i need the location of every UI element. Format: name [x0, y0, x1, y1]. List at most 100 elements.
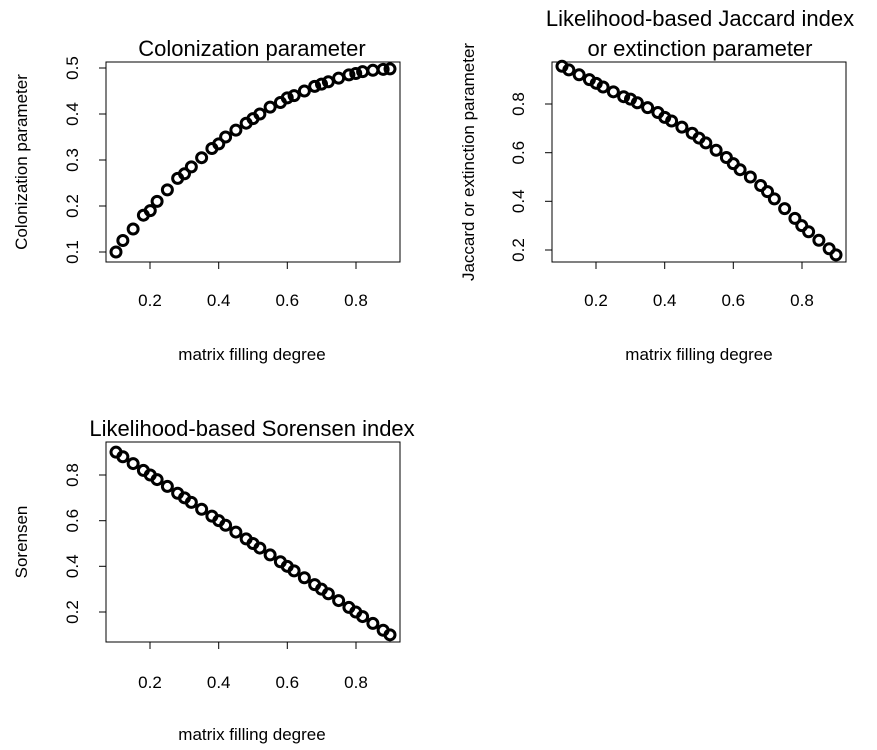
- y-tick-label: 0.4: [63, 102, 82, 126]
- x-axis-label: matrix filling degree: [178, 345, 325, 364]
- data-point: [596, 80, 610, 94]
- y-axis: 0.1 0.2 0.3 0.4 0.5: [63, 56, 107, 264]
- data-point: [263, 100, 277, 114]
- data-point: [229, 525, 243, 539]
- x-tick-label: 0.8: [344, 291, 368, 310]
- data-point: [315, 77, 328, 91]
- data-point: [184, 495, 198, 509]
- data-point: [802, 225, 816, 239]
- chart-title-line: Likelihood-based Jaccard index: [546, 6, 854, 31]
- data-point: [150, 194, 164, 208]
- data-point: [263, 548, 277, 562]
- data-point: [308, 79, 322, 93]
- x-tick-label: 0.2: [584, 291, 608, 310]
- y-axis-label: Jaccard or extinction parameter: [459, 43, 478, 281]
- data-point: [253, 107, 267, 121]
- y-tick-label: 0.2: [63, 194, 82, 218]
- y-tick-label: 0.8: [509, 92, 528, 116]
- data-point: [733, 163, 747, 177]
- x-tick-label: 0.8: [790, 291, 814, 310]
- x-axis-label: matrix filling degree: [625, 345, 772, 364]
- data-point: [743, 170, 757, 184]
- x-tick-label: 0.2: [138, 291, 162, 310]
- data-point: [376, 62, 390, 76]
- y-tick-label: 0.4: [509, 189, 528, 213]
- data-point: [195, 502, 209, 516]
- data-point: [160, 479, 174, 493]
- data-point: [143, 204, 157, 218]
- data-point: [788, 211, 802, 225]
- data-point: [829, 248, 843, 262]
- data-point: [562, 63, 576, 77]
- data-point: [332, 594, 346, 608]
- x-tick-label: 0.4: [653, 291, 677, 310]
- y-tick-label: 0.3: [63, 148, 82, 172]
- data-point: [126, 457, 140, 471]
- y-axis: 0.2 0.4 0.6 0.8: [63, 463, 107, 624]
- data-point: [383, 62, 397, 76]
- x-tick-label: 0.6: [721, 291, 745, 310]
- data-point: [160, 183, 174, 197]
- x-tick-label: 0.6: [275, 291, 299, 310]
- data-point: [349, 67, 363, 81]
- y-axis-label: Sorensen: [12, 506, 31, 579]
- panel-colonization: Colonization parameter matrix filling de…: [12, 36, 401, 364]
- y-tick-label: 0.6: [63, 509, 82, 533]
- data-point: [219, 518, 233, 532]
- data-point: [641, 101, 655, 115]
- data-point: [366, 616, 380, 630]
- data-point: [709, 143, 723, 157]
- data-point: [280, 91, 294, 105]
- panel-jaccard: Likelihood-based Jaccard index or extinc…: [459, 6, 854, 364]
- data-point: [195, 151, 209, 165]
- data-point: [356, 610, 370, 624]
- data-point: [675, 120, 689, 134]
- data-point: [116, 234, 130, 247]
- data-point: [178, 167, 191, 181]
- x-tick-label: 0.6: [275, 673, 299, 692]
- data-points: [109, 445, 397, 642]
- x-axis-label: matrix filling degree: [178, 725, 325, 744]
- y-axis-label: Colonization parameter: [12, 74, 31, 250]
- y-tick-label: 0.2: [63, 600, 82, 624]
- y-tick-label: 0.2: [509, 238, 528, 262]
- data-point: [606, 85, 620, 99]
- data-point: [778, 202, 792, 216]
- data-point: [572, 68, 586, 82]
- chart-title-line: or extinction parameter: [588, 36, 813, 61]
- y-axis: 0.2 0.4 0.6 0.8: [509, 92, 553, 262]
- chart-title-line: Colonization parameter: [138, 36, 365, 61]
- data-point: [630, 96, 644, 110]
- x-tick-label: 0.4: [207, 673, 231, 692]
- data-point: [212, 137, 226, 151]
- data-point: [287, 89, 301, 103]
- y-tick-label: 0.5: [63, 56, 82, 80]
- y-tick-label: 0.6: [509, 141, 528, 165]
- panel-sorensen: Likelihood-based Sorensen index matrix f…: [12, 416, 415, 744]
- x-tick-label: 0.4: [207, 291, 231, 310]
- data-point: [287, 564, 301, 578]
- data-point: [761, 185, 774, 199]
- x-axis: 0.2 0.4 0.6 0.8: [584, 261, 814, 310]
- chart-title-line: Likelihood-based Sorensen index: [89, 416, 414, 441]
- data-point: [184, 160, 198, 174]
- data-point: [116, 450, 130, 464]
- data-point: [253, 541, 267, 555]
- x-axis: 0.2 0.4 0.6 0.8: [138, 261, 368, 310]
- data-points: [555, 59, 843, 262]
- data-point: [219, 130, 233, 144]
- x-tick-label: 0.2: [138, 673, 162, 692]
- data-point: [812, 233, 826, 247]
- data-point: [767, 192, 781, 206]
- data-point: [150, 473, 164, 487]
- y-tick-label: 0.4: [63, 554, 82, 578]
- data-point: [699, 136, 713, 150]
- data-point: [297, 84, 311, 98]
- x-axis: 0.2 0.4 0.6 0.8: [138, 641, 368, 692]
- data-point: [383, 628, 397, 642]
- data-point: [342, 68, 356, 82]
- data-points: [109, 62, 397, 259]
- y-tick-label: 0.8: [63, 463, 82, 487]
